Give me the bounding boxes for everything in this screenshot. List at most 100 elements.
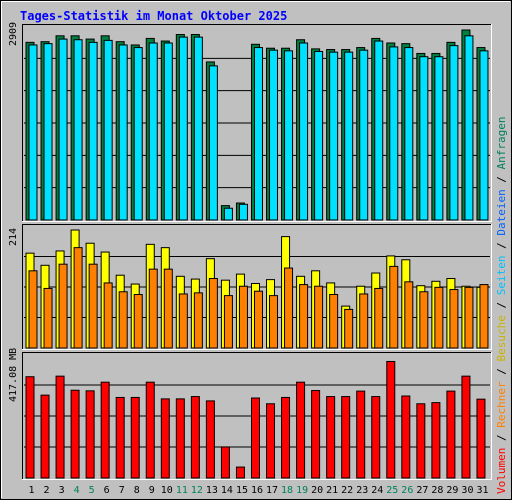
bar-dateien-4 bbox=[73, 39, 83, 221]
x-label-25: 25 bbox=[386, 485, 398, 496]
panel-requests: 2909 bbox=[8, 22, 492, 222]
bar-rechner-29 bbox=[449, 289, 459, 349]
bar-volumen-17 bbox=[266, 403, 276, 479]
bar-dateien-3 bbox=[58, 38, 68, 221]
x-label-30: 30 bbox=[461, 485, 473, 496]
x-label-20: 20 bbox=[311, 485, 323, 496]
bar-rechner-19 bbox=[299, 284, 309, 349]
legend-text: Volumen / Rechner / Besuche / Seiten / D… bbox=[495, 116, 508, 494]
bar-dateien-10 bbox=[163, 42, 173, 221]
chart-title: Tages-Statistik im Monat Oktober 2025 bbox=[20, 9, 287, 23]
bar-volumen-8 bbox=[130, 396, 140, 479]
max-label-visits: 214 bbox=[8, 228, 19, 246]
bar-dateien-30 bbox=[464, 35, 474, 221]
bar-dateien-1 bbox=[28, 44, 38, 221]
x-label-21: 21 bbox=[326, 485, 338, 496]
x-label-12: 12 bbox=[191, 485, 203, 496]
legend-dateien: Dateien bbox=[495, 189, 508, 235]
bar-dateien-18 bbox=[284, 50, 294, 221]
x-label-23: 23 bbox=[356, 485, 368, 496]
bar-rechner-7 bbox=[118, 291, 128, 349]
legend-/: / bbox=[495, 428, 508, 448]
bar-rechner-4 bbox=[73, 247, 83, 349]
x-label-9: 9 bbox=[149, 485, 155, 496]
bar-dateien-9 bbox=[148, 42, 158, 221]
bar-dateien-28 bbox=[434, 56, 444, 221]
legend-seiten: Seiten bbox=[495, 256, 508, 296]
x-label-8: 8 bbox=[134, 485, 140, 496]
bar-rechner-6 bbox=[103, 282, 113, 349]
bar-volumen-6 bbox=[100, 381, 110, 479]
bar-rechner-22 bbox=[344, 308, 354, 349]
bar-volumen-24 bbox=[371, 396, 381, 479]
bar-volumen-1 bbox=[25, 376, 35, 479]
x-label-10: 10 bbox=[161, 485, 173, 496]
bar-volumen-25 bbox=[386, 360, 396, 479]
x-label-24: 24 bbox=[371, 485, 383, 496]
x-axis: 1 2 3 4 5 6 7 8 9 10 11 12 13 14 15 16 17 18 19 20 21 22 23 24 2… bbox=[29, 485, 489, 496]
bar-volumen-21 bbox=[326, 396, 336, 479]
bar-rechner-12 bbox=[193, 292, 203, 349]
x-label-22: 22 bbox=[341, 485, 353, 496]
legend-/: / bbox=[495, 362, 508, 382]
bar-volumen-30 bbox=[461, 375, 471, 479]
bar-rechner-21 bbox=[329, 294, 339, 349]
x-label-6: 6 bbox=[104, 485, 110, 496]
bar-dateien-19 bbox=[299, 42, 309, 221]
x-label-13: 13 bbox=[206, 485, 218, 496]
legend-/: / bbox=[495, 169, 508, 189]
bar-rechner-2 bbox=[43, 287, 53, 349]
bar-rechner-17 bbox=[269, 295, 279, 349]
bar-dateien-22 bbox=[344, 51, 354, 221]
panel-volume: 417.08 MB bbox=[8, 348, 492, 480]
bar-dateien-23 bbox=[359, 49, 369, 221]
bar-volumen-9 bbox=[145, 381, 155, 479]
bar-rechner-18 bbox=[284, 267, 294, 349]
legend-volumen: Volumen bbox=[495, 448, 508, 494]
bar-volumen-2 bbox=[40, 394, 50, 479]
bar-volumen-12 bbox=[190, 396, 200, 479]
panel-visits: 214 bbox=[8, 224, 492, 350]
bar-dateien-20 bbox=[314, 50, 324, 221]
bar-dateien-14 bbox=[223, 207, 233, 221]
x-label-17: 17 bbox=[266, 485, 278, 496]
bar-volumen-3 bbox=[55, 375, 65, 479]
x-label-29: 29 bbox=[446, 485, 458, 496]
bar-dateien-25 bbox=[389, 46, 399, 221]
bar-dateien-11 bbox=[178, 36, 188, 221]
bar-dateien-13 bbox=[208, 65, 218, 221]
bar-rechner-11 bbox=[178, 293, 188, 349]
bar-volumen-31 bbox=[476, 398, 486, 479]
x-label-5: 5 bbox=[89, 485, 95, 496]
bar-rechner-24 bbox=[374, 287, 384, 349]
bar-rechner-14 bbox=[223, 295, 233, 349]
bar-rechner-1 bbox=[28, 270, 38, 349]
bar-dateien-16 bbox=[253, 47, 263, 221]
bar-dateien-2 bbox=[43, 43, 53, 221]
bar-rechner-30 bbox=[464, 286, 474, 349]
x-label-1: 1 bbox=[29, 485, 35, 496]
bar-rechner-9 bbox=[148, 268, 158, 349]
x-label-26: 26 bbox=[401, 485, 413, 496]
x-label-11: 11 bbox=[176, 485, 188, 496]
bar-volumen-5 bbox=[85, 390, 95, 479]
bar-rechner-3 bbox=[58, 263, 68, 349]
x-label-31: 31 bbox=[476, 485, 488, 496]
bar-dateien-21 bbox=[329, 51, 339, 221]
legend-anfragen: Anfragen bbox=[495, 116, 508, 169]
bar-dateien-17 bbox=[269, 49, 279, 221]
bar-rechner-28 bbox=[434, 286, 444, 349]
bar-dateien-24 bbox=[374, 40, 384, 221]
x-label-7: 7 bbox=[119, 485, 125, 496]
bar-rechner-25 bbox=[389, 265, 399, 349]
max-label-volume: 417.08 MB bbox=[8, 348, 19, 402]
bar-volumen-19 bbox=[296, 381, 306, 479]
bar-dateien-5 bbox=[88, 41, 98, 221]
bar-volumen-11 bbox=[175, 398, 185, 479]
bar-dateien-6 bbox=[103, 39, 113, 221]
x-label-4: 4 bbox=[74, 485, 80, 496]
bar-volumen-18 bbox=[281, 396, 291, 479]
bar-dateien-27 bbox=[419, 56, 429, 221]
bar-volumen-22 bbox=[341, 396, 351, 479]
